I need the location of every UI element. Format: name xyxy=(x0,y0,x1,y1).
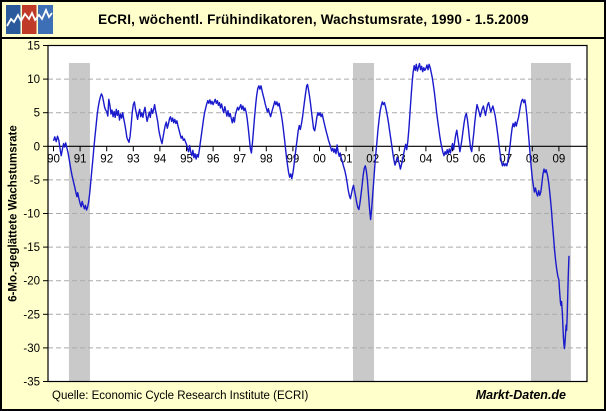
y-axis-ticks: 15 10 5 0 -5 -10 -15 -20 -25 -30 -35 xyxy=(23,41,48,389)
y-tick-label: 15 xyxy=(27,41,40,53)
y-tick-label: -20 xyxy=(23,276,40,288)
y-tick-label: 5 xyxy=(34,108,40,120)
y-tick-label: 10 xyxy=(27,74,40,86)
y-tick-label: -10 xyxy=(23,209,40,221)
y-tick-label: -5 xyxy=(30,175,40,187)
y-tick-label: -15 xyxy=(23,242,40,254)
recession-band xyxy=(68,62,90,382)
recession-band xyxy=(353,62,375,382)
y-tick-label: 0 xyxy=(34,141,40,153)
chart-title: ECRI, wöchentl. Frühindikatoren, Wachstu… xyxy=(98,12,529,27)
y-tick-label: -35 xyxy=(23,377,40,389)
x-tick-label: 98 xyxy=(260,153,273,165)
x-tick-label: 90 xyxy=(47,153,60,165)
y-tick-label: -30 xyxy=(23,343,40,355)
recession-band xyxy=(530,62,571,382)
source-note: Quelle: Economic Cycle Research Institut… xyxy=(52,390,309,402)
markt-daten-logo-icon xyxy=(6,5,53,34)
x-tick-label: 94 xyxy=(154,153,167,165)
x-tick-label: 08 xyxy=(526,153,539,165)
x-tick-label: 06 xyxy=(473,153,486,165)
x-tick-label: 91 xyxy=(74,153,87,165)
recession-bands xyxy=(68,62,571,382)
x-tick-label: 02 xyxy=(366,153,379,165)
x-tick-label: 95 xyxy=(180,153,193,165)
plot-frame xyxy=(47,44,588,383)
x-tick-label: 92 xyxy=(100,153,113,165)
x-tick-label: 05 xyxy=(446,153,459,165)
x-tick-label: 00 xyxy=(313,153,326,165)
data-line xyxy=(52,62,570,350)
x-tick-label: 93 xyxy=(127,153,140,165)
x-tick-label: 96 xyxy=(207,153,220,165)
x-tick-label: 09 xyxy=(553,153,566,165)
y-tick-label: -25 xyxy=(23,309,40,321)
title-bar: ECRI, wöchentl. Frühindikatoren, Wachstu… xyxy=(2,2,604,39)
x-tick-label: 99 xyxy=(287,153,300,165)
x-tick-label: 04 xyxy=(420,153,433,165)
gridlines xyxy=(48,78,587,349)
brand-watermark: Markt-Daten.de xyxy=(475,388,566,402)
x-tick-label: 97 xyxy=(233,153,246,165)
